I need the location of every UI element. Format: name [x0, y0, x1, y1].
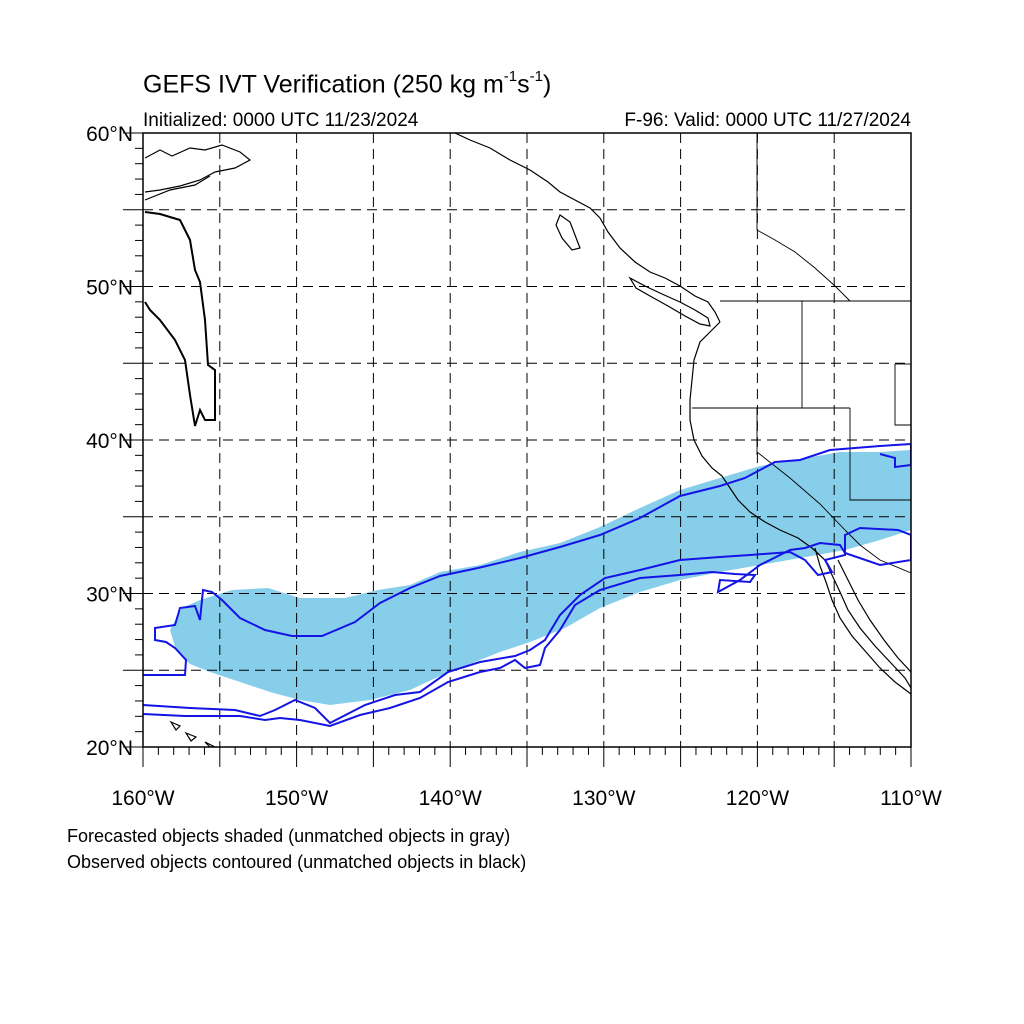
mexico-us-border — [844, 529, 911, 574]
gulf-of-california — [837, 559, 911, 673]
alaska-coast — [144, 144, 252, 193]
hawaii-island-1 — [169, 720, 182, 731]
bc-alaska-coast — [454, 133, 721, 323]
lat-label: 30°N — [86, 584, 133, 607]
nevada-california — [756, 451, 846, 531]
observed-contour-south — [143, 526, 911, 725]
haida-gwaii — [555, 214, 581, 251]
lat-label: 40°N — [86, 430, 133, 453]
unmatched-observed-contour — [144, 211, 216, 427]
state-border-6 — [894, 364, 911, 426]
hawaii-island-2 — [184, 731, 198, 742]
lon-label: 110°W — [880, 787, 942, 810]
lon-label: 150°W — [265, 787, 328, 810]
lat-label: 20°N — [86, 737, 133, 760]
valid-time-label: F-96: Valid: 0000 UTC 11/27/2024 — [624, 110, 911, 131]
lon-label: 140°W — [419, 787, 482, 810]
observed-contours — [143, 442, 911, 728]
forecast-object-shaded — [170, 450, 911, 705]
state-border-4 — [849, 408, 911, 501]
observed-contour-north — [143, 442, 911, 676]
init-time-label: Initialized: 0000 UTC 11/23/2024 — [143, 110, 419, 131]
graticule — [143, 133, 911, 747]
chart-title: GEFS IVT Verification (250 kg m-1s-1) — [143, 68, 552, 99]
lon-labels: 160°W 150°W 140°W 130°W 120°W 110°W — [111, 787, 942, 810]
observed-contour-return — [143, 535, 911, 728]
lon-label: 130°W — [572, 787, 635, 810]
axis-ticks — [123, 132, 912, 767]
coastlines — [144, 133, 911, 747]
vancouver-island — [628, 276, 711, 327]
lat-label: 50°N — [86, 277, 133, 300]
footnote-observed: Observed objects contoured (unmatched ob… — [67, 852, 527, 872]
lon-label: 120°W — [726, 787, 789, 810]
hawaii-island-3 — [204, 741, 216, 747]
lat-labels: 60°N 50°N 40°N 30°N 20°N — [86, 123, 133, 760]
us-west-coast — [689, 321, 911, 689]
footnote-forecast: Forecasted objects shaded (unmatched obj… — [67, 826, 511, 846]
political-borders — [692, 133, 911, 574]
lat-label: 60°N — [86, 123, 133, 146]
canada-interior — [756, 133, 851, 302]
aleutian-coast — [144, 175, 211, 201]
lon-label: 160°W — [111, 787, 174, 810]
